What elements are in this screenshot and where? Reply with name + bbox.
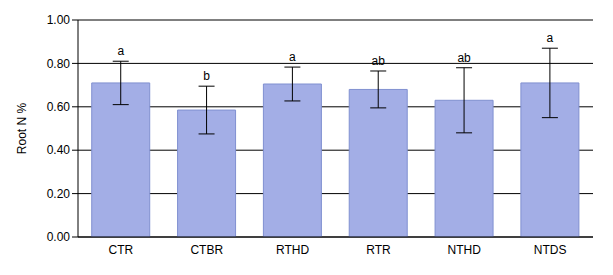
svg-text:NTHD: NTHD (448, 243, 482, 257)
svg-text:ab: ab (372, 54, 386, 68)
svg-text:CTR: CTR (109, 243, 134, 257)
svg-text:Root N %: Root N % (15, 102, 29, 154)
svg-text:ab: ab (457, 51, 471, 65)
svg-text:0.20: 0.20 (47, 187, 71, 201)
svg-text:a: a (117, 44, 124, 58)
svg-text:RTHD: RTHD (276, 243, 309, 257)
svg-text:1.00: 1.00 (47, 13, 71, 27)
svg-text:0.60: 0.60 (47, 100, 71, 114)
svg-text:RTR: RTR (366, 243, 391, 257)
svg-text:0.40: 0.40 (47, 143, 71, 157)
svg-text:NTDS: NTDS (534, 243, 567, 257)
svg-text:CTBR: CTBR (190, 243, 223, 257)
svg-text:a: a (289, 50, 296, 64)
svg-text:0.00: 0.00 (47, 230, 71, 244)
svg-text:0.80: 0.80 (47, 57, 71, 71)
svg-text:a: a (547, 31, 554, 45)
svg-text:b: b (203, 69, 210, 83)
